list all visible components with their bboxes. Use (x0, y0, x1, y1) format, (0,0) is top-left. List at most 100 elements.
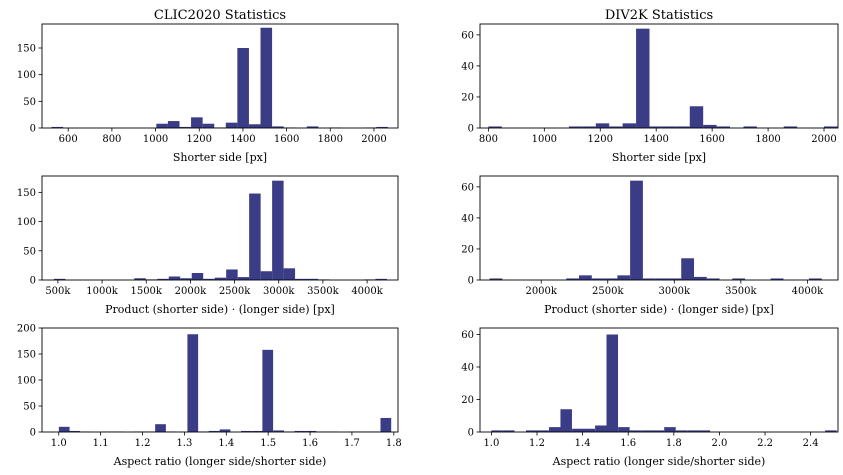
histogram-bar (260, 271, 273, 280)
x-tick-label: 1000 (143, 134, 168, 145)
y-tick-label: 100 (17, 376, 36, 387)
histogram-bar (241, 430, 252, 432)
x-axis-label: Shorter side [px] (612, 151, 706, 164)
y-tick-label: 60 (461, 182, 474, 193)
histogram-bar (283, 268, 296, 280)
y-tick-label: 50 (23, 402, 36, 413)
y-tick-label: 20 (461, 395, 474, 406)
y-tick-label: 0 (30, 124, 36, 135)
y-tick-label: 0 (468, 276, 474, 287)
histogram-bar (649, 126, 663, 128)
histogram-bar (180, 278, 192, 280)
histogram-bar (716, 126, 731, 128)
histogram-bar (69, 430, 81, 432)
x-tick-label: 1.0 (483, 438, 499, 449)
histogram-bar (191, 117, 203, 128)
histogram-bar (732, 278, 746, 280)
x-tick-label: 1000 (532, 134, 557, 145)
histogram-bar (376, 126, 388, 128)
x-tick-label: 2.0 (711, 438, 727, 449)
x-tick-label: 4000k (351, 286, 383, 297)
axis-frame (479, 327, 839, 433)
clic-shorter-side-panel: CLIC2020 Statistics 600 800 1000 1200 1400 16… (17, 8, 399, 164)
x-tick-label: 3000k (263, 286, 295, 297)
histogram-bar (566, 278, 580, 280)
x-tick-label: 800 (479, 134, 498, 145)
x-tick-label: 1400 (643, 134, 668, 145)
histogram-bar (668, 278, 682, 280)
x-tick-label: 1.4 (218, 438, 234, 449)
x-axis-label: Product (shorter side) · (longer side) [… (544, 303, 774, 316)
histogram-bar (202, 123, 215, 128)
panel-title: DIV2K Statistics (605, 8, 713, 23)
x-axis-label: Shorter side [px] (173, 151, 267, 164)
histogram-bar (617, 275, 631, 280)
axis-frame (41, 327, 399, 433)
x-tick-label: 1.8 (386, 438, 402, 449)
histogram-bar (604, 278, 618, 280)
x-axis-label: Aspect ratio (longer side/shorter side) (552, 455, 766, 468)
histogram-bar (629, 430, 642, 433)
x-tick-label: 1.2 (529, 438, 545, 449)
y-tick-label: 60 (461, 30, 474, 41)
histogram-bar (808, 278, 822, 280)
y-tick-label: 100 (17, 70, 36, 81)
histogram-bar (537, 430, 549, 433)
histogram-bar (568, 126, 583, 128)
x-tick-label: 800 (102, 134, 121, 145)
histogram-bar (214, 277, 227, 280)
histogram-bar (51, 126, 64, 128)
histogram-bar (294, 430, 306, 432)
x-tick-label: 1.7 (344, 438, 360, 449)
histogram-bar (155, 424, 166, 432)
x-tick-label: 500k (45, 286, 71, 297)
histogram-bar (703, 124, 717, 128)
y-tick-label: 50 (23, 97, 36, 108)
histogram-bar (306, 278, 319, 280)
x-tick-label: 1200 (187, 134, 212, 145)
histogram-bar (262, 349, 274, 432)
histogram-bar (306, 126, 319, 128)
histogram-bar (488, 126, 502, 128)
x-axis-label: Product (shorter side) · (longer side) [… (105, 303, 335, 316)
x-tick-label: 2.2 (757, 438, 773, 449)
x-tick-label: 3500k (725, 286, 757, 297)
histogram-bar (187, 334, 199, 432)
div2k-shorter-side-panel: DIV2K Statistics 800 1000 1200 1400 1600 1800… (461, 8, 839, 164)
histogram-bar (687, 430, 699, 433)
histogram-bar (595, 425, 607, 432)
x-tick-label: 1400 (230, 134, 255, 145)
histogram-bar (579, 275, 592, 280)
y-tick-label: 0 (30, 276, 36, 287)
histogram-bar (825, 430, 837, 433)
histogram-bar (572, 428, 584, 432)
histogram-bar (167, 121, 180, 128)
clic-product-panel: 500k 1000k 1500k 2000k 2500k 3000k 3500k 4000k 0… (17, 175, 399, 316)
axis-frame (41, 175, 399, 281)
histogram-bar (583, 428, 595, 432)
histogram-bar (662, 126, 677, 128)
histogram-bar (676, 126, 690, 128)
x-tick-label: 1500k (130, 286, 162, 297)
axis-frame (479, 175, 839, 281)
x-tick-label: 1800 (318, 134, 343, 145)
histogram-bar (694, 276, 707, 280)
y-tick-label: 0 (468, 124, 474, 135)
histogram-bar (251, 430, 263, 432)
x-tick-label: 3500k (307, 286, 339, 297)
x-tick-label: 3000k (659, 286, 691, 297)
histogram-bar (168, 276, 181, 280)
histogram-bar (157, 278, 169, 280)
y-tick-label: 20 (461, 244, 474, 255)
y-tick-label: 40 (461, 213, 474, 224)
histogram-bar (226, 269, 238, 280)
histogram-bar (609, 126, 623, 128)
y-tick-label: 200 (17, 324, 36, 335)
x-tick-label: 2000k (525, 286, 557, 297)
y-tick-label: 150 (17, 188, 36, 199)
histogram-bar (260, 27, 273, 129)
y-tick-label: 40 (461, 61, 474, 72)
panel-title: CLIC2020 Statistics (154, 8, 286, 23)
histogram-bar (491, 430, 503, 433)
